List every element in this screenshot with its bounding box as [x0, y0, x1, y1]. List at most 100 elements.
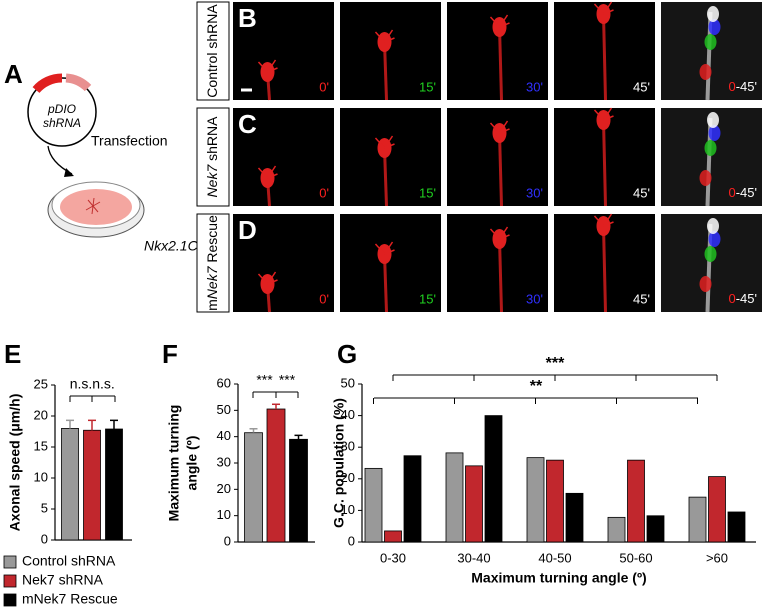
- significance-label: n.s.: [70, 376, 93, 392]
- plasmid-label: pDIO: [47, 102, 76, 116]
- time-label-start: 0: [728, 79, 735, 94]
- y-tick-label: 20: [217, 481, 231, 496]
- significance-label: **: [530, 378, 543, 395]
- step-label: Transfection: [91, 133, 168, 149]
- x-tick-label: 40-50: [538, 550, 571, 565]
- y-tick-label: 40: [217, 428, 231, 443]
- filopodia: [593, 1, 614, 15]
- cells: [85, 197, 101, 215]
- legend-label: Nek7 shRNA: [22, 572, 104, 588]
- axon: [498, 238, 503, 313]
- error-bar: [66, 419, 74, 429]
- image-panel: [233, 108, 334, 206]
- y-tick-label: 15: [34, 438, 48, 453]
- image-panel: [340, 214, 441, 312]
- time-label: 15': [419, 185, 436, 200]
- bar: [61, 427, 79, 541]
- growth-cone: [708, 125, 721, 141]
- image-panel: [340, 108, 441, 206]
- y-tick-label: 10: [341, 502, 355, 517]
- significance-label: ***: [546, 355, 565, 372]
- y-tick-label: 10: [34, 469, 48, 484]
- bar: [646, 515, 665, 543]
- y-tick-label: 50: [217, 402, 231, 417]
- y-tick-label: 50: [341, 375, 355, 390]
- y-tick-label: 0: [224, 533, 231, 548]
- axon: [498, 132, 503, 207]
- y-tick-label: 0: [348, 533, 355, 548]
- legend-label: Control shRNA: [22, 553, 116, 569]
- filopodia: [489, 14, 510, 28]
- filopodia: [374, 135, 395, 149]
- time-label-end: -45': [736, 185, 757, 200]
- filopodia: [257, 271, 278, 285]
- panel-letter: F: [162, 339, 178, 369]
- significance-label: ***: [279, 372, 296, 388]
- axon: [602, 225, 607, 313]
- bar: [445, 452, 464, 543]
- bar: [688, 496, 707, 543]
- time-label-end: -45': [736, 79, 757, 94]
- panel-letter: A: [4, 59, 23, 89]
- panel-letter: G: [337, 339, 357, 369]
- bar: [465, 465, 483, 543]
- filopodia: [489, 120, 510, 134]
- culture: [60, 189, 132, 225]
- time-label: 30': [526, 185, 543, 200]
- row-label-part: Rescue: [204, 215, 220, 267]
- bar: [708, 476, 726, 543]
- time-label: 0-45': [728, 291, 757, 306]
- x-axis-label: Maximum turning angle (º): [471, 570, 646, 586]
- mouse-label: Nkx2.1Cre: [144, 238, 210, 254]
- time-label: 0-45': [728, 79, 757, 94]
- bar: [627, 459, 645, 543]
- row-label-part: Control shRNA: [204, 4, 220, 98]
- growth-cone: [707, 218, 719, 234]
- growth-cone: [699, 170, 712, 186]
- time-label-start: 0: [728, 185, 735, 200]
- significance-label: ***: [256, 372, 273, 388]
- error-bar: [294, 434, 303, 440]
- y-tick-label: 30: [341, 439, 355, 454]
- panel-letter: B: [238, 3, 257, 33]
- axon: [602, 13, 607, 101]
- plasmid-insert: [65, 73, 92, 92]
- time-label: 30': [526, 291, 543, 306]
- filopodia: [257, 59, 278, 73]
- growth-cone: [704, 34, 717, 50]
- growth-cone: [699, 64, 712, 80]
- x-tick-label: 30-40: [457, 550, 490, 565]
- y-tick-label: 10: [217, 507, 231, 522]
- row-label-part: Nek7: [204, 164, 220, 198]
- bar: [403, 455, 422, 543]
- axon: [602, 119, 607, 207]
- image-panel: [340, 2, 441, 100]
- row-label-part: m: [204, 299, 220, 311]
- bar: [546, 459, 564, 543]
- bar: [727, 511, 746, 543]
- arrow-head: [64, 168, 74, 177]
- legend-swatch: [3, 593, 17, 607]
- plasmid-label: shRNA: [43, 116, 81, 130]
- time-label: 0-45': [728, 185, 757, 200]
- filopodia: [489, 226, 510, 240]
- bar: [83, 429, 101, 541]
- y-tick-label: 25: [34, 376, 48, 391]
- x-tick-label: 0-30: [380, 550, 406, 565]
- plasmid-insert: [32, 73, 63, 94]
- row-label: mNek7 Rescue: [204, 215, 220, 311]
- bar: [289, 438, 308, 543]
- y-tick-label: 40: [341, 407, 355, 422]
- row-label-box: [196, 107, 230, 207]
- y-axis-label: G.C. population (%): [331, 398, 347, 528]
- filopodia: [374, 241, 395, 255]
- panel-letter: D: [238, 215, 257, 245]
- bar: [105, 428, 123, 541]
- y-tick-label: 5: [41, 500, 48, 515]
- filopodia: [593, 107, 614, 121]
- time-label: 30': [526, 79, 543, 94]
- bar: [484, 415, 503, 543]
- bar: [244, 432, 263, 543]
- legend-swatch: [3, 555, 17, 569]
- error-bar: [272, 403, 280, 410]
